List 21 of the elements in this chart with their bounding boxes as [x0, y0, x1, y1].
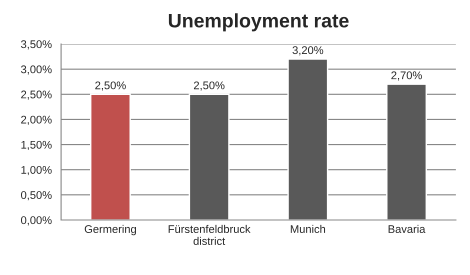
x-tick-label: Germering [84, 224, 136, 236]
data-label: 2,50% [194, 81, 225, 91]
x-tick-label: Bavaria [388, 224, 426, 234]
data-label: 2,70% [391, 71, 422, 81]
y-tick-label: 1,00% [21, 166, 52, 176]
bar [287, 58, 328, 220]
data-label: 3,20% [292, 46, 324, 56]
x-tick-label: Munich [290, 224, 326, 234]
bar [386, 84, 427, 220]
y-tick-label: 1,50% [21, 140, 52, 150]
y-tick-label: 0,00% [21, 216, 52, 226]
data-label: 2,50% [95, 81, 126, 91]
y-tick-label: 2,00% [21, 116, 52, 125]
y-tick-label: 3,50% [20, 40, 52, 50]
bar [90, 94, 131, 220]
x-tick-label: Fürstenfeldbruck district [168, 224, 251, 245]
y-tick-label: 0,50% [21, 191, 52, 200]
chart-title: Unemployment rate [168, 13, 349, 32]
y-tick-label: 2,50% [21, 90, 52, 100]
y-tick-label: 3,00% [20, 65, 52, 75]
bar [188, 94, 230, 220]
